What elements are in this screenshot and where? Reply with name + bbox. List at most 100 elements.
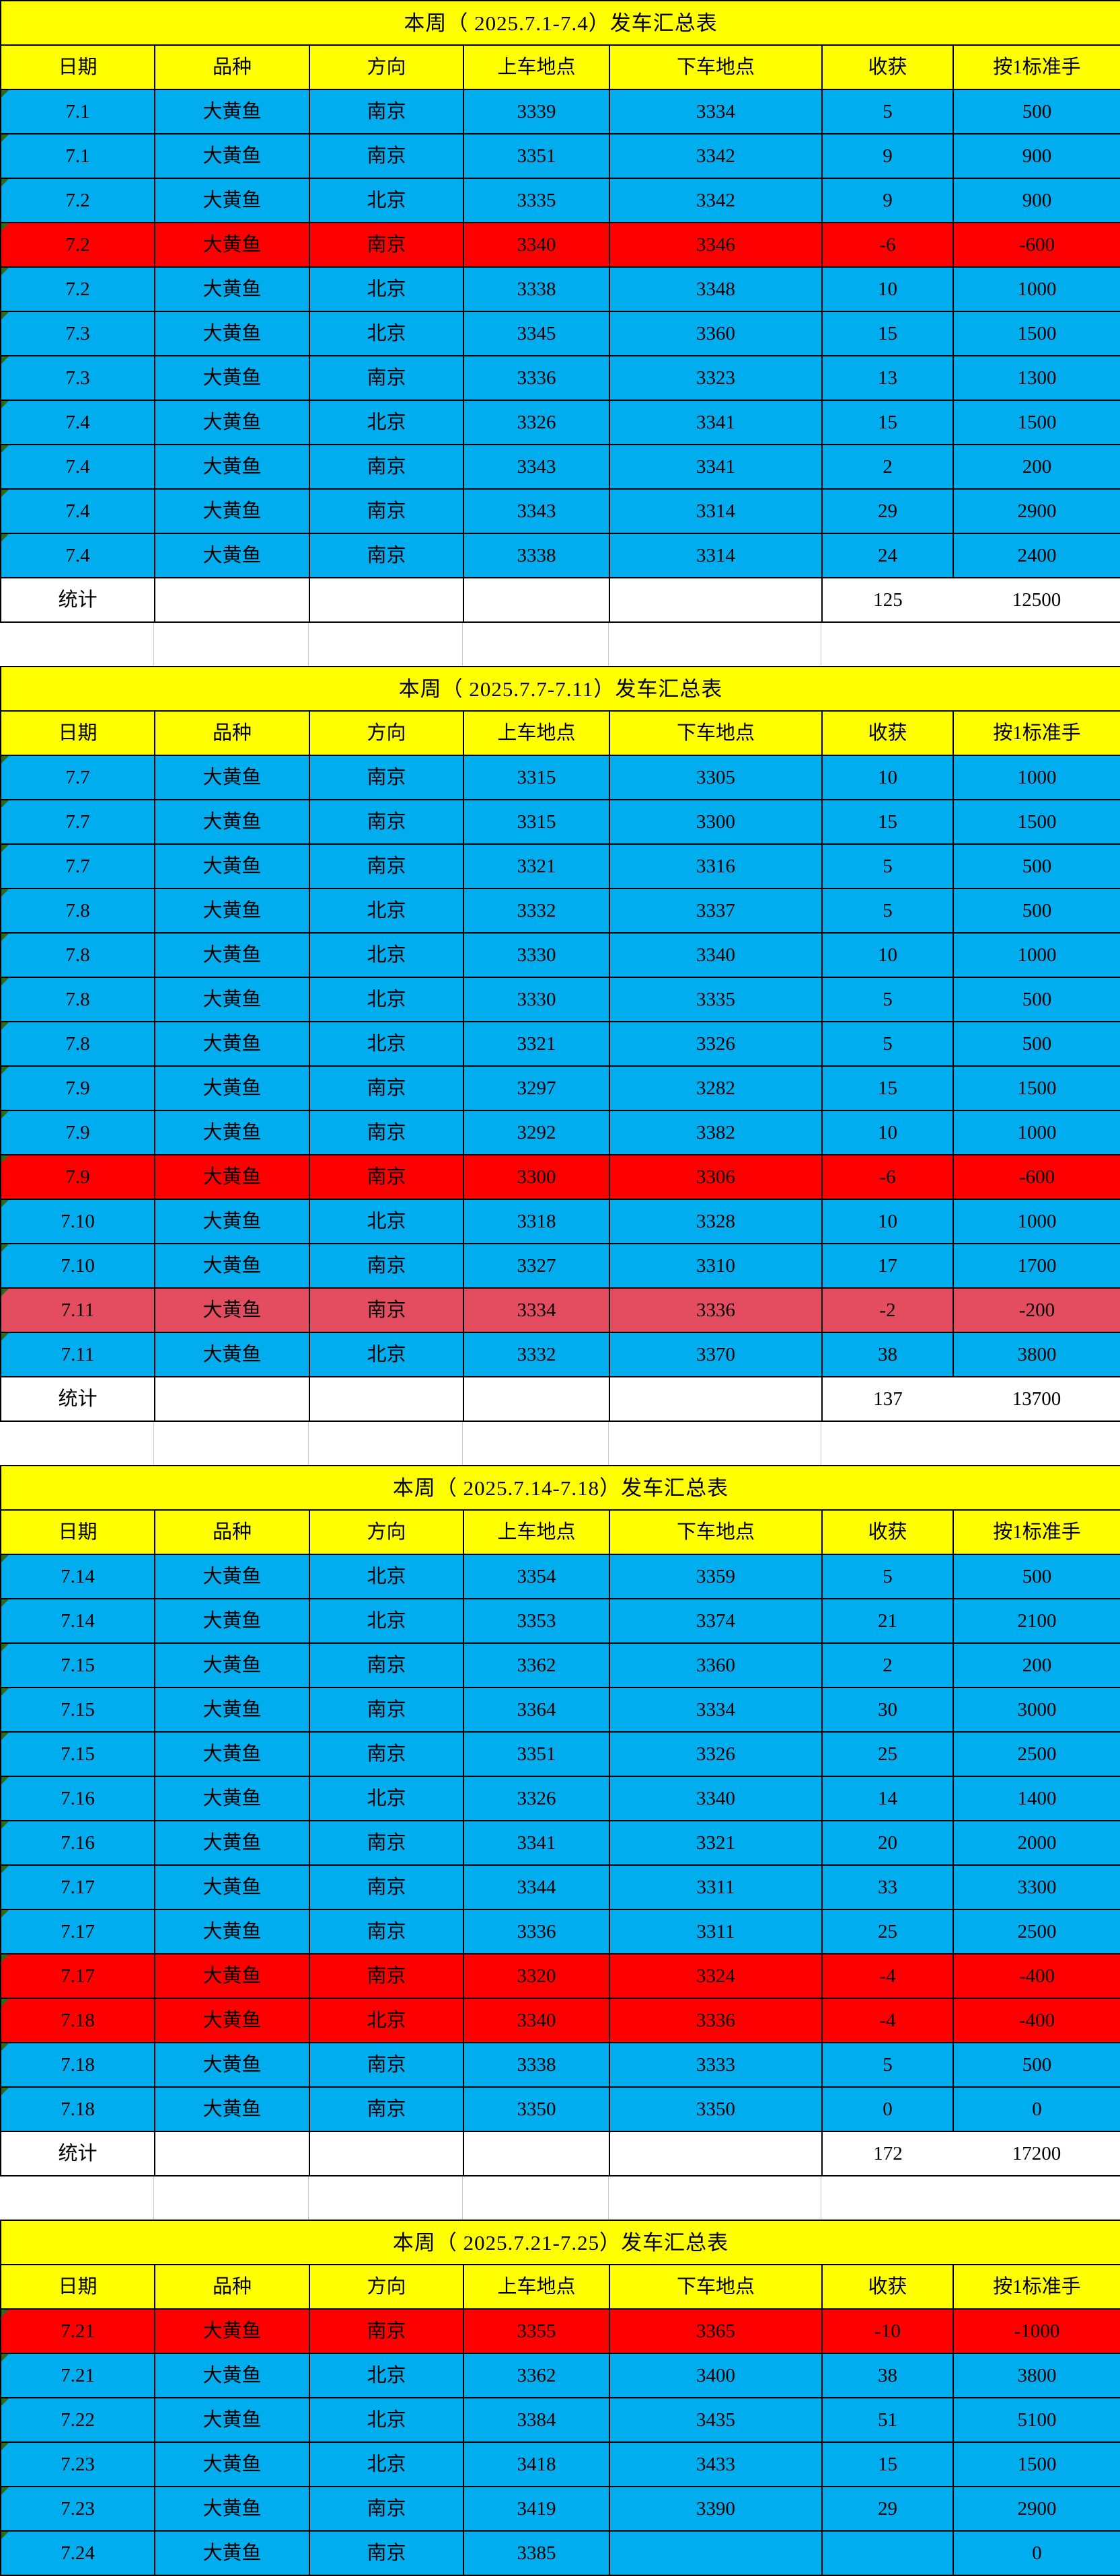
data-cell: 29 xyxy=(821,488,954,534)
data-cell: 0 xyxy=(821,2086,954,2132)
stats-value-cell xyxy=(154,1376,310,1422)
data-cell: 3419 xyxy=(463,2486,610,2532)
table-row: 7.4 大黄鱼 南京 3338 3314 24 2400 xyxy=(0,533,1120,578)
date-cell: 7.8 xyxy=(0,977,155,1022)
data-cell: 南京 xyxy=(309,1909,464,1955)
title-row: 本周（ 2025.7.21-7.25）发车汇总表 xyxy=(0,2220,1120,2265)
data-cell: 3359 xyxy=(609,1554,823,1599)
data-cell: -10 xyxy=(821,2308,954,2354)
data-cell: 30 xyxy=(821,1687,954,1733)
data-cell: 2100 xyxy=(952,1598,1120,1644)
data-cell: 5 xyxy=(821,1554,954,1599)
date-cell: 7.4 xyxy=(0,533,155,578)
data-cell: 大黄鱼 xyxy=(154,1909,310,1955)
table-title: 本周（ 2025.7.14-7.18）发车汇总表 xyxy=(0,1465,1120,1511)
data-cell: 北京 xyxy=(309,977,464,1022)
table-row: 7.9 大黄鱼 南京 3297 3282 15 1500 xyxy=(0,1065,1120,1111)
date-cell: 7.1 xyxy=(0,89,155,135)
stats-row: 统计 125 12500 xyxy=(0,577,1120,623)
data-cell: 大黄鱼 xyxy=(154,1642,310,1688)
stats-label-cell: 统计 xyxy=(0,2131,155,2176)
data-cell: 3344 xyxy=(463,1864,610,1910)
data-cell: 南京 xyxy=(309,2486,464,2532)
data-cell: 1000 xyxy=(952,932,1120,978)
data-cell: 3324 xyxy=(609,1953,823,1999)
column-header: 按1标准手 xyxy=(952,44,1120,90)
data-cell: 15 xyxy=(821,400,954,445)
data-cell: 南京 xyxy=(309,2308,464,2354)
sheet-gap xyxy=(0,1422,1120,1465)
data-cell: 南京 xyxy=(309,1864,464,1910)
table-row: 7.14 大黄鱼 北京 3353 3374 21 2100 xyxy=(0,1598,1120,1644)
column-header: 下车地点 xyxy=(609,44,823,90)
table-row: 7.15 大黄鱼 南京 3362 3360 2 200 xyxy=(0,1642,1120,1688)
data-cell: -1000 xyxy=(952,2308,1120,2354)
date-cell: 7.4 xyxy=(0,400,155,445)
data-cell: 1000 xyxy=(952,1199,1120,1244)
data-cell: -400 xyxy=(952,1953,1120,1999)
data-cell: 3315 xyxy=(463,755,610,800)
data-cell: 5 xyxy=(821,977,954,1022)
column-header: 按1标准手 xyxy=(952,1509,1120,1555)
column-header: 下车地点 xyxy=(609,2264,823,2310)
data-cell: 大黄鱼 xyxy=(154,2486,310,2532)
table-row: 7.17 大黄鱼 南京 3344 3311 33 3300 xyxy=(0,1864,1120,1910)
data-cell: 3338 xyxy=(463,533,610,578)
data-cell: 大黄鱼 xyxy=(154,355,310,401)
data-cell: 大黄鱼 xyxy=(154,843,310,889)
stats-value-cell xyxy=(463,577,610,623)
data-cell: 3000 xyxy=(952,1687,1120,1733)
date-cell: 7.9 xyxy=(0,1110,155,1156)
column-header: 上车地点 xyxy=(463,710,610,756)
data-cell: 2000 xyxy=(952,1820,1120,1866)
data-cell: 1300 xyxy=(952,355,1120,401)
data-cell: 3332 xyxy=(463,888,610,934)
stats-value-cell xyxy=(309,2131,464,2176)
data-cell: 5 xyxy=(821,89,954,135)
data-cell: 3305 xyxy=(609,755,823,800)
data-cell: 15 xyxy=(821,311,954,356)
data-cell: -6 xyxy=(821,222,954,268)
data-cell: 500 xyxy=(952,888,1120,934)
data-cell: 3300 xyxy=(952,1864,1120,1910)
data-cell: 9 xyxy=(821,133,954,179)
data-cell: 大黄鱼 xyxy=(154,1287,310,1333)
data-cell: 3326 xyxy=(609,1021,823,1067)
data-cell: 大黄鱼 xyxy=(154,1687,310,1733)
data-cell: 3342 xyxy=(609,133,823,179)
data-cell: 3351 xyxy=(463,133,610,179)
data-cell: 2400 xyxy=(952,533,1120,578)
column-header: 日期 xyxy=(0,2264,155,2310)
data-cell: 900 xyxy=(952,133,1120,179)
data-cell: 3362 xyxy=(463,1642,610,1688)
data-cell: 3343 xyxy=(463,488,610,534)
data-cell: 1000 xyxy=(952,1110,1120,1156)
data-cell: 南京 xyxy=(309,488,464,534)
table-title: 本周（ 2025.7.21-7.25）发车汇总表 xyxy=(0,2220,1120,2265)
data-cell: 3335 xyxy=(463,178,610,223)
table-row: 7.4 大黄鱼 北京 3326 3341 15 1500 xyxy=(0,400,1120,445)
data-cell: 38 xyxy=(821,2353,954,2398)
date-cell: 7.18 xyxy=(0,2042,155,2088)
header-row: 日期 品种 方向 上车地点 下车地点 收获 按1标准手 xyxy=(0,44,1120,90)
data-cell: 5 xyxy=(821,2042,954,2088)
stats-value-cell: 17200 xyxy=(953,2131,1120,2176)
data-cell: 北京 xyxy=(309,400,464,445)
data-cell: 大黄鱼 xyxy=(154,1021,310,1067)
date-cell: 7.24 xyxy=(0,2530,155,2576)
column-header: 品种 xyxy=(154,1509,310,1555)
data-cell: 14 xyxy=(821,1776,954,1821)
column-header: 收获 xyxy=(821,710,954,756)
data-cell: 大黄鱼 xyxy=(154,1731,310,1777)
data-cell: 5 xyxy=(821,888,954,934)
date-cell: 7.18 xyxy=(0,1998,155,2043)
column-header: 方向 xyxy=(309,2264,464,2310)
date-cell: 7.3 xyxy=(0,311,155,356)
data-cell: 3326 xyxy=(463,1776,610,1821)
data-cell: 3300 xyxy=(463,1154,610,1200)
data-cell: 3338 xyxy=(463,2042,610,2088)
data-cell: 大黄鱼 xyxy=(154,977,310,1022)
data-cell: 大黄鱼 xyxy=(154,2086,310,2132)
data-cell: 3340 xyxy=(463,222,610,268)
